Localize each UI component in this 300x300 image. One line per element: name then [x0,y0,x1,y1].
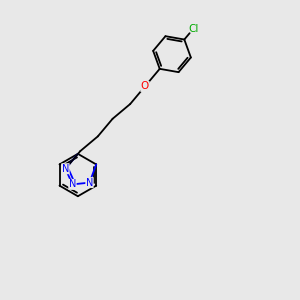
Text: Cl: Cl [188,24,199,34]
Text: O: O [141,81,149,92]
Text: N: N [62,164,69,174]
Text: N: N [86,178,93,188]
Text: N: N [69,179,76,189]
